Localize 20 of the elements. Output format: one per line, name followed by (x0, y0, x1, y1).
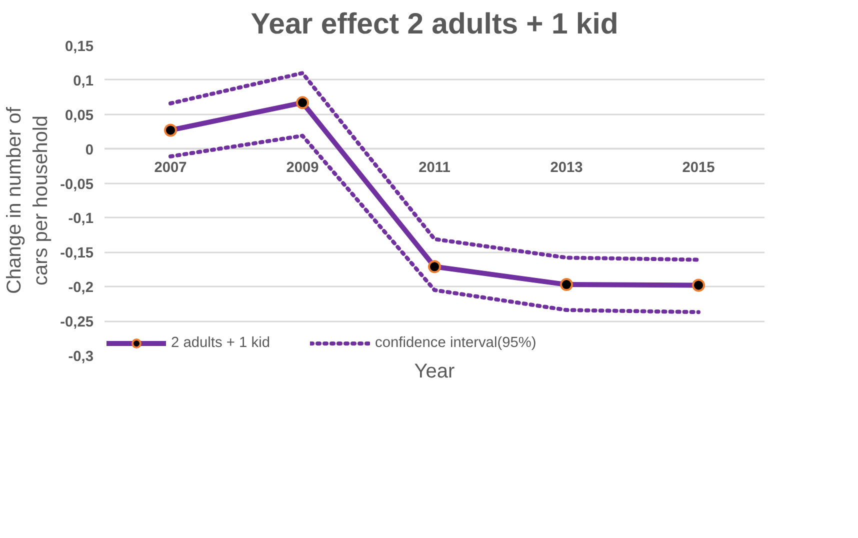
y-tick-label: 0,05 (64, 108, 94, 124)
x-axis-title: Year (414, 360, 456, 382)
x-tick-label: 2007 (154, 160, 187, 176)
y-tick-label: -0,1 (68, 211, 94, 228)
y-tick-label: -0,25 (60, 314, 94, 331)
y-tick-label: -0,05 (60, 176, 94, 193)
legend-label: confidence interval(95%) (375, 335, 536, 351)
x-tick-label: 2015 (682, 160, 715, 176)
x-tick-label: 2011 (418, 160, 450, 176)
y-tick-label: 0,1 (73, 73, 94, 90)
y-tick-label: -0,2 (68, 280, 94, 296)
y-tick-label: -0,3 (68, 349, 94, 365)
y-tick-label: -0,15 (60, 246, 94, 262)
chart-title: Year effect 2 adults + 1 kid (250, 8, 618, 40)
x-tick-label: 2009 (286, 160, 319, 176)
legend-label: 2 adults + 1 kid (171, 335, 270, 351)
y-tick-label: 0 (85, 142, 94, 158)
y-tick-label: 0,15 (64, 39, 94, 55)
x-tick-label: 2013 (550, 160, 583, 176)
y-axis-title: Change in number of cars per household (4, 106, 52, 294)
